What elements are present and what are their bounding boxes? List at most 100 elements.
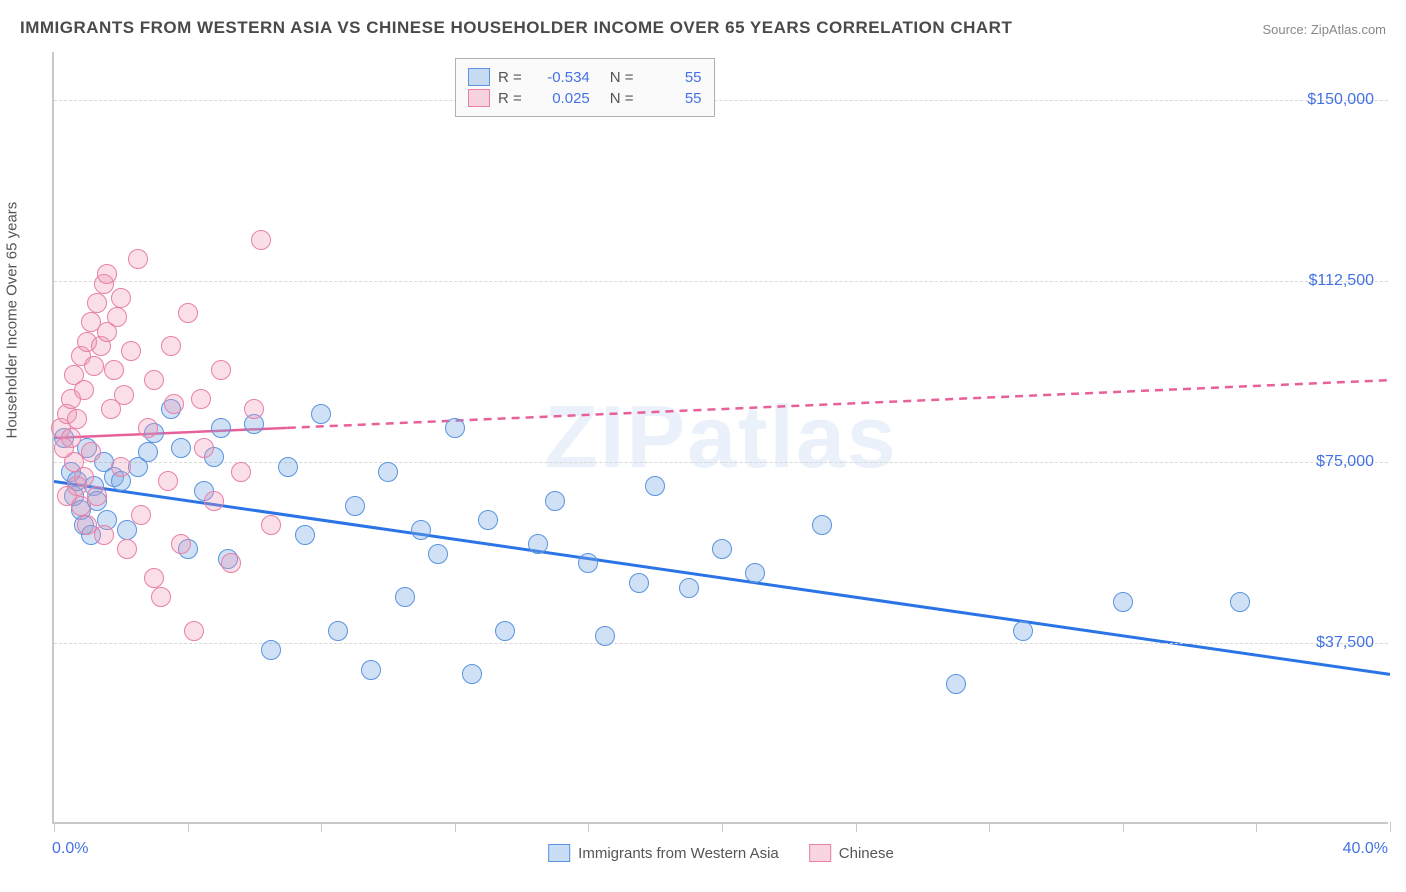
scatter-point: [104, 360, 124, 380]
scatter-point: [131, 505, 151, 525]
scatter-point: [194, 438, 214, 458]
legend-r-value: 0.025: [530, 90, 590, 107]
scatter-point: [295, 525, 315, 545]
legend-item: Chinese: [809, 844, 894, 862]
scatter-point: [161, 336, 181, 356]
scatter-point: [462, 664, 482, 684]
x-tick: [1123, 822, 1124, 832]
scatter-point: [204, 491, 224, 511]
legend-item-label: Immigrants from Western Asia: [578, 845, 779, 862]
scatter-point: [191, 389, 211, 409]
trendlines-layer: [54, 52, 1390, 824]
scatter-point: [164, 394, 184, 414]
scatter-point: [74, 467, 94, 487]
scatter-point: [745, 563, 765, 583]
scatter-point: [57, 486, 77, 506]
scatter-point: [211, 360, 231, 380]
y-tick-label: $112,500: [1308, 272, 1374, 290]
scatter-point: [1013, 621, 1033, 641]
legend-n-value: 55: [642, 69, 702, 86]
x-axis-min-label: 0.0%: [52, 840, 88, 858]
scatter-point: [211, 418, 231, 438]
scatter-point: [411, 520, 431, 540]
y-tick-label: $37,500: [1316, 634, 1374, 652]
scatter-point: [231, 462, 251, 482]
legend-correlation-row: R = -0.534 N = 55: [468, 68, 702, 86]
gridline: [54, 462, 1388, 463]
legend-r-label: R =: [498, 90, 522, 107]
x-tick: [588, 822, 589, 832]
scatter-point: [1113, 592, 1133, 612]
watermark: ZIPatlas: [544, 386, 897, 488]
scatter-point: [184, 621, 204, 641]
legend-r-value: -0.534: [530, 69, 590, 86]
scatter-point: [87, 293, 107, 313]
scatter-point: [171, 534, 191, 554]
scatter-point: [378, 462, 398, 482]
y-tick-label: $75,000: [1316, 453, 1374, 471]
x-tick: [1256, 822, 1257, 832]
x-tick: [856, 822, 857, 832]
legend-item: Immigrants from Western Asia: [548, 844, 779, 862]
x-tick: [321, 822, 322, 832]
scatter-point: [395, 587, 415, 607]
legend-item-label: Chinese: [839, 845, 894, 862]
scatter-point: [578, 553, 598, 573]
scatter-point: [87, 486, 107, 506]
scatter-point: [144, 370, 164, 390]
scatter-point: [629, 573, 649, 593]
x-tick: [455, 822, 456, 832]
scatter-point: [114, 385, 134, 405]
scatter-point: [251, 230, 271, 250]
scatter-point: [121, 341, 141, 361]
scatter-point: [1230, 592, 1250, 612]
scatter-point: [81, 442, 101, 462]
scatter-point: [679, 578, 699, 598]
x-tick: [54, 822, 55, 832]
scatter-point: [61, 428, 81, 448]
scatter-point: [244, 399, 264, 419]
scatter-point: [117, 539, 137, 559]
scatter-point: [278, 457, 298, 477]
scatter-point: [545, 491, 565, 511]
legend-swatch-icon: [468, 89, 490, 107]
legend-swatch-icon: [809, 844, 831, 862]
scatter-point: [428, 544, 448, 564]
source-attribution: Source: ZipAtlas.com: [1262, 22, 1386, 37]
trendline-blue: [54, 481, 1390, 674]
scatter-point: [158, 471, 178, 491]
scatter-point: [74, 380, 94, 400]
scatter-point: [111, 288, 131, 308]
plot-area: ZIPatlas Immigrants from Western AsiaChi…: [52, 52, 1388, 824]
legend-n-label: N =: [610, 90, 634, 107]
scatter-point: [328, 621, 348, 641]
x-axis-max-label: 40.0%: [1343, 840, 1388, 858]
scatter-point: [97, 264, 117, 284]
scatter-point: [261, 515, 281, 535]
scatter-point: [528, 534, 548, 554]
scatter-point: [171, 438, 191, 458]
legend-r-label: R =: [498, 69, 522, 86]
scatter-point: [151, 587, 171, 607]
legend-n-label: N =: [610, 69, 634, 86]
scatter-point: [361, 660, 381, 680]
x-tick: [188, 822, 189, 832]
x-tick: [989, 822, 990, 832]
chart-title: IMMIGRANTS FROM WESTERN ASIA VS CHINESE …: [20, 18, 1012, 38]
scatter-point: [178, 303, 198, 323]
scatter-point: [138, 442, 158, 462]
scatter-point: [595, 626, 615, 646]
y-tick-label: $150,000: [1307, 91, 1374, 109]
scatter-point: [712, 539, 732, 559]
scatter-point: [478, 510, 498, 530]
scatter-point: [107, 307, 127, 327]
scatter-point: [946, 674, 966, 694]
scatter-point: [144, 568, 164, 588]
scatter-point: [261, 640, 281, 660]
gridline: [54, 281, 1388, 282]
legend-swatch-icon: [548, 844, 570, 862]
scatter-point: [345, 496, 365, 516]
scatter-point: [812, 515, 832, 535]
scatter-point: [94, 525, 114, 545]
scatter-point: [445, 418, 465, 438]
